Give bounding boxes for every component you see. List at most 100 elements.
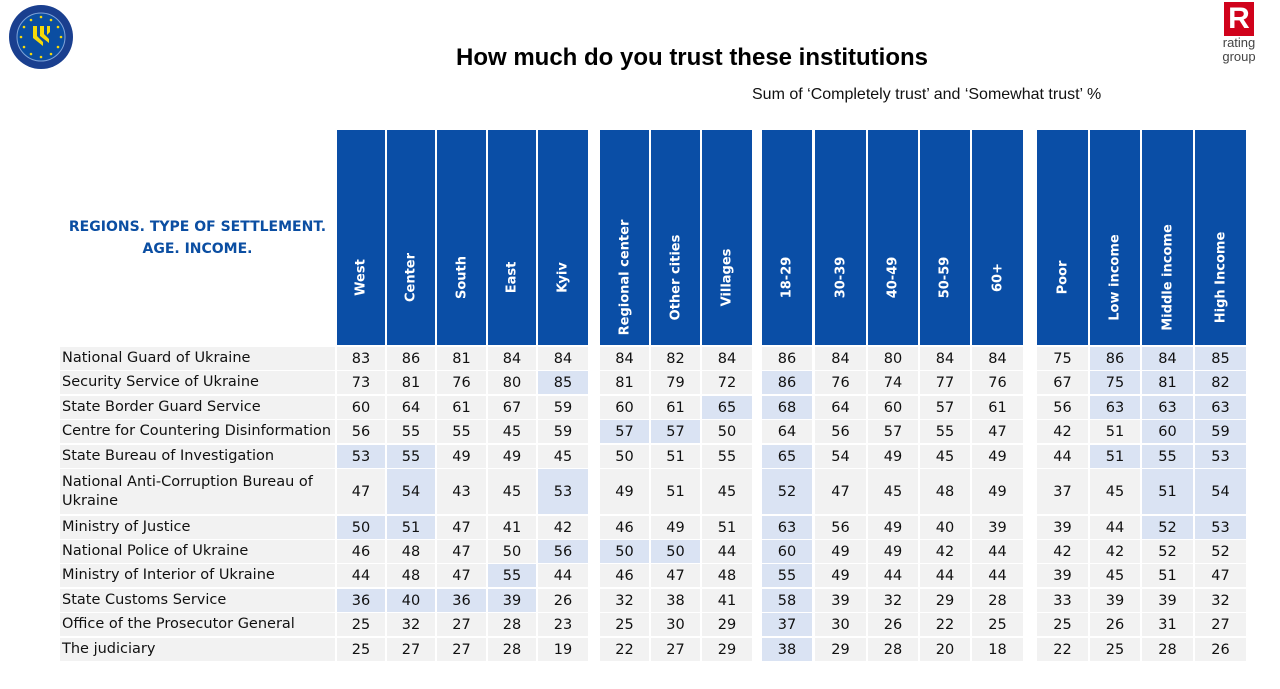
table-cell: 49 bbox=[868, 445, 918, 468]
row-label: Office of the Prosecutor General bbox=[62, 616, 295, 632]
column-header: Villages bbox=[702, 130, 752, 345]
table-cell: 58 bbox=[762, 589, 812, 612]
table-cell: 25 bbox=[1037, 613, 1088, 636]
table-cell: 46 bbox=[600, 564, 649, 587]
table-cell: 30 bbox=[815, 613, 866, 636]
table-cell: 44 bbox=[920, 564, 970, 587]
table-cell: 45 bbox=[538, 445, 588, 468]
table-cell: 42 bbox=[1037, 420, 1088, 443]
table-cell: 49 bbox=[972, 469, 1023, 514]
table-cell: 28 bbox=[1142, 638, 1193, 661]
logo-mark: R bbox=[1224, 2, 1254, 36]
table-cell: 63 bbox=[1142, 396, 1193, 419]
table-cell: 27 bbox=[437, 613, 486, 636]
table-cell: 61 bbox=[651, 396, 700, 419]
table-cell: 84 bbox=[1142, 347, 1193, 370]
column-header: Low income bbox=[1090, 130, 1140, 345]
table-cell: 49 bbox=[600, 469, 649, 514]
table-cell: 83 bbox=[337, 347, 385, 370]
table-cell: 51 bbox=[702, 516, 752, 539]
table-cell: 42 bbox=[1090, 540, 1140, 563]
column-header-label: 60+ bbox=[990, 263, 1005, 292]
table-cell: 25 bbox=[1090, 638, 1140, 661]
row-label: State Border Guard Service bbox=[62, 399, 261, 415]
rating-group-logo: R rating group bbox=[1214, 2, 1264, 72]
table-cell: 54 bbox=[1195, 469, 1246, 514]
table-cell: 51 bbox=[1090, 420, 1140, 443]
table-cell: 73 bbox=[337, 371, 385, 394]
table-cell: 67 bbox=[1037, 371, 1088, 394]
table-cell: 50 bbox=[702, 420, 752, 443]
table-cell: 76 bbox=[972, 371, 1023, 394]
table-cell: 84 bbox=[972, 347, 1023, 370]
table-cell: 57 bbox=[651, 420, 700, 443]
table-cell: 68 bbox=[762, 396, 812, 419]
table-cell: 52 bbox=[762, 469, 812, 514]
table-cell: 81 bbox=[437, 347, 486, 370]
table-cell: 51 bbox=[1142, 469, 1193, 514]
table-cell: 53 bbox=[1195, 445, 1246, 468]
column-header: East bbox=[488, 130, 536, 345]
column-header: 18-29 bbox=[762, 130, 812, 345]
table-cell: 65 bbox=[702, 396, 752, 419]
table-cell: 49 bbox=[437, 445, 486, 468]
table-cell: 39 bbox=[1037, 516, 1088, 539]
table-cell: 29 bbox=[702, 613, 752, 636]
row-background bbox=[60, 469, 335, 514]
column-header-label: Low income bbox=[1107, 234, 1123, 321]
column-header: High Income bbox=[1195, 130, 1246, 345]
table-cell: 26 bbox=[868, 613, 918, 636]
table-cell: 44 bbox=[1090, 516, 1140, 539]
table-cell: 29 bbox=[920, 589, 970, 612]
table-cell: 49 bbox=[488, 445, 536, 468]
table-cell: 55 bbox=[702, 445, 752, 468]
corner-label: REGIONS. TYPE OF SETTLEMENT. AGE. INCOME… bbox=[68, 219, 327, 257]
table-cell: 45 bbox=[488, 469, 536, 514]
row-label: Security Service of Ukraine bbox=[62, 374, 259, 390]
table-cell: 84 bbox=[538, 347, 588, 370]
column-header-label: Regional center bbox=[617, 219, 632, 336]
column-header-label: East bbox=[504, 261, 520, 294]
table-cell: 22 bbox=[600, 638, 649, 661]
column-header: 50-59 bbox=[920, 130, 970, 345]
table-cell: 32 bbox=[387, 613, 435, 636]
table-cell: 27 bbox=[651, 638, 700, 661]
table-cell: 31 bbox=[1142, 613, 1193, 636]
table-cell: 49 bbox=[651, 516, 700, 539]
table-cell: 52 bbox=[1195, 540, 1246, 563]
table-cell: 75 bbox=[1090, 371, 1140, 394]
table-cell: 56 bbox=[337, 420, 385, 443]
table-cell: 32 bbox=[600, 589, 649, 612]
row-background bbox=[60, 445, 335, 468]
table-cell: 55 bbox=[762, 564, 812, 587]
table-cell: 37 bbox=[762, 613, 812, 636]
table-cell: 28 bbox=[972, 589, 1023, 612]
table-cell: 81 bbox=[387, 371, 435, 394]
column-header: Middle income bbox=[1142, 130, 1193, 345]
table-cell: 84 bbox=[920, 347, 970, 370]
table-cell: 40 bbox=[920, 516, 970, 539]
logo-text-2: group bbox=[1222, 49, 1256, 64]
table-cell: 72 bbox=[702, 371, 752, 394]
column-header-label: High Income bbox=[1213, 231, 1228, 324]
table-cell: 33 bbox=[1037, 589, 1088, 612]
table-cell: 45 bbox=[1090, 564, 1140, 587]
row-label: State Bureau of Investigation bbox=[62, 448, 275, 464]
table-cell: 26 bbox=[1195, 638, 1246, 661]
table-cell: 49 bbox=[972, 445, 1023, 468]
table-cell: 61 bbox=[437, 396, 486, 419]
table-cell: 51 bbox=[651, 469, 700, 514]
table-cell: 65 bbox=[762, 445, 812, 468]
table-cell: 53 bbox=[337, 445, 385, 468]
table-cell: 84 bbox=[600, 347, 649, 370]
table-cell: 39 bbox=[972, 516, 1023, 539]
table-cell: 63 bbox=[1090, 396, 1140, 419]
table-cell: 28 bbox=[488, 613, 536, 636]
row-background bbox=[60, 564, 335, 587]
table-cell: 49 bbox=[815, 540, 866, 563]
table-cell: 29 bbox=[815, 638, 866, 661]
table-cell: 39 bbox=[488, 589, 536, 612]
column-header-label: Poor bbox=[1055, 260, 1070, 295]
table-cell: 84 bbox=[702, 347, 752, 370]
table-cell: 50 bbox=[600, 540, 649, 563]
